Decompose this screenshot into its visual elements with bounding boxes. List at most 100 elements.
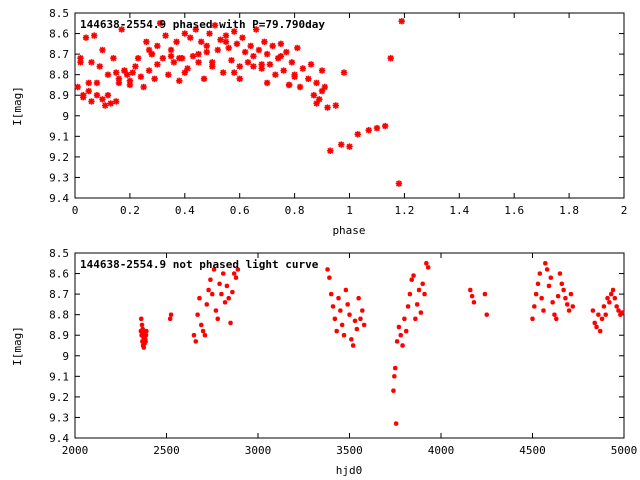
data-point	[590, 308, 596, 313]
data-point	[233, 275, 239, 280]
x-tick-label: 0.2	[120, 204, 140, 217]
x-tick-label: 2500	[153, 444, 180, 457]
data-point	[211, 22, 219, 29]
data-point	[252, 26, 260, 33]
data-point	[77, 55, 84, 62]
data-point	[484, 312, 489, 317]
data-point	[416, 287, 422, 293]
data-point	[159, 55, 167, 62]
data-point	[354, 131, 361, 138]
data-point	[324, 104, 331, 111]
y-tick-label: 8.6	[49, 28, 69, 41]
y-tick-label: 8.6	[49, 268, 69, 281]
x-tick-label: 3500	[336, 444, 363, 457]
data-point	[198, 38, 205, 45]
data-point	[99, 46, 106, 54]
data-point	[96, 63, 103, 70]
data-point	[568, 291, 574, 297]
data-point	[104, 71, 112, 78]
y-tick-label: 9.4	[49, 432, 69, 445]
data-point	[165, 71, 172, 78]
data-point	[203, 42, 210, 50]
data-point	[107, 100, 114, 107]
data-point	[141, 335, 146, 340]
y-tick-label: 9.3	[49, 411, 69, 424]
data-point	[411, 273, 416, 278]
x-tick-label: 0.6	[230, 204, 250, 217]
data-point	[392, 374, 397, 379]
data-point	[129, 69, 136, 76]
data-points	[138, 261, 625, 426]
data-point	[217, 36, 224, 43]
data-point	[599, 316, 605, 321]
data-point	[552, 312, 557, 317]
data-point	[266, 61, 274, 68]
data-point	[204, 302, 209, 307]
data-point	[82, 34, 90, 41]
y-tick-label: 8.9	[49, 329, 69, 342]
data-point	[592, 320, 597, 326]
data-point	[228, 57, 235, 64]
y-tick-label: 9	[62, 350, 69, 363]
data-point	[115, 75, 123, 82]
data-point	[250, 52, 257, 60]
y-tick-label: 9.1	[49, 130, 69, 143]
data-point	[263, 79, 271, 87]
data-point	[192, 26, 199, 33]
data-point	[393, 365, 398, 371]
y-tick-label: 9	[62, 110, 69, 123]
data-point	[74, 83, 81, 91]
data-point	[394, 339, 400, 344]
data-point	[231, 28, 238, 35]
data-point	[140, 326, 145, 332]
data-point	[220, 69, 227, 76]
data-point	[482, 291, 488, 297]
data-point	[123, 71, 131, 78]
data-point	[93, 92, 101, 99]
data-point	[162, 32, 169, 39]
data-point	[296, 83, 304, 91]
data-point	[206, 30, 213, 37]
y-axis-label: I[mag]	[11, 326, 24, 366]
data-point	[203, 48, 210, 56]
data-point	[535, 281, 541, 287]
data-point	[336, 296, 341, 301]
data-point	[156, 20, 164, 27]
data-point	[235, 267, 241, 272]
tick-marks: 2000 2500 3000 3500 4000 4500 5000 8.5 8.6 8.7 8.8…	[49, 247, 637, 457]
data-point	[341, 333, 347, 338]
data-point	[176, 55, 183, 62]
data-point	[471, 300, 477, 305]
data-point	[261, 38, 268, 45]
data-point	[396, 324, 402, 330]
data-point	[409, 277, 414, 282]
data-point	[327, 147, 334, 154]
data-point	[272, 71, 279, 78]
data-point	[404, 328, 409, 334]
data-point	[544, 267, 550, 272]
data-point	[214, 46, 221, 54]
data-point	[605, 296, 610, 301]
data-point	[596, 312, 601, 317]
data-point	[603, 312, 608, 317]
data-point	[104, 92, 112, 99]
data-point	[236, 63, 243, 70]
data-point	[361, 322, 367, 328]
data-point	[601, 304, 607, 309]
data-point	[211, 267, 217, 272]
x-tick-label: 4000	[428, 444, 455, 457]
x-tick-label: 1.6	[504, 204, 524, 217]
data-point	[154, 61, 161, 68]
data-point	[360, 308, 365, 313]
x-tick-label: 5000	[611, 444, 638, 457]
data-point	[144, 328, 149, 334]
data-point	[557, 271, 563, 276]
y-axis-label: I[mag]	[11, 86, 24, 126]
data-point	[546, 283, 552, 289]
data-point	[398, 18, 405, 25]
data-point	[548, 275, 554, 280]
data-point	[143, 333, 149, 338]
x-tick-label: 1	[346, 204, 353, 217]
